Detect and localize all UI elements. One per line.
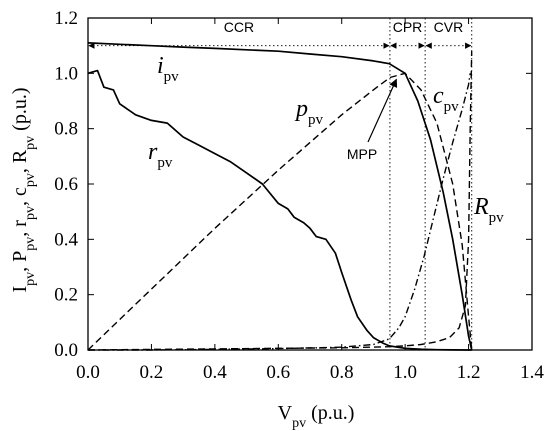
y-tick-label: 0.2 bbox=[54, 285, 78, 306]
curve-label-main: r bbox=[148, 139, 158, 165]
region-label-cpr: CPR bbox=[393, 19, 423, 35]
series-line-r-upper bbox=[87, 51, 473, 351]
y-axis-title-part: , P bbox=[9, 251, 31, 272]
curve-label-main: p bbox=[294, 96, 308, 122]
x-axis-title-unit: (p.u.) bbox=[306, 402, 354, 424]
region-label-ccr: CCR bbox=[224, 19, 254, 35]
y-axis-title-sub: pv bbox=[23, 272, 38, 286]
plot-frame bbox=[87, 17, 533, 351]
mpp-annotation-label: MPP bbox=[347, 146, 377, 162]
curve-label-sub: pv bbox=[489, 210, 505, 226]
x-axis-title-sub: pv bbox=[292, 416, 306, 431]
y-tick-label: 0.4 bbox=[54, 229, 78, 250]
x-tick-label: 1.2 bbox=[457, 362, 481, 383]
x-axis-title: Vpv (p.u.) bbox=[278, 402, 355, 431]
y-axis-title-part: , R bbox=[9, 149, 31, 173]
curve-label-c: cpv bbox=[433, 83, 459, 115]
y-axis-title-sub: pv bbox=[23, 237, 38, 251]
series-line-p bbox=[87, 72, 473, 351]
curve-label-sub: pv bbox=[157, 155, 173, 171]
y-axis-title-part: I bbox=[9, 286, 31, 293]
curve-label-i: ipv bbox=[157, 53, 179, 85]
y-axis-title-part: (p.u.) bbox=[9, 87, 31, 135]
y-axis-title-sub: pv bbox=[23, 136, 38, 150]
region-label-cvr: CVR bbox=[434, 19, 464, 35]
plot-area: 0.0 0.2 0.4 0.6 0.8 1.0 1.2 1.4 0.0 0.2 0.4 0.6 0.8 1… bbox=[9, 8, 544, 431]
x-tick-label: 0.2 bbox=[140, 362, 164, 383]
x-tick-label: 1.0 bbox=[393, 362, 417, 383]
y-axis-title-sub: pv bbox=[23, 173, 38, 187]
y-tick-label: 0.0 bbox=[54, 340, 78, 361]
y-tick-label: 1.2 bbox=[54, 8, 78, 29]
x-tick-label: 0.6 bbox=[266, 362, 290, 383]
x-tick-label: 0.8 bbox=[330, 362, 354, 383]
curve-label-p: ppv bbox=[294, 96, 324, 128]
y-axis-title: Ipv, Ppv, rpv, cpv, Rpv (p.u.) bbox=[9, 87, 38, 292]
curve-label-main: R bbox=[473, 194, 489, 220]
x-axis-title-main: V bbox=[278, 402, 293, 424]
mpp-arrow bbox=[367, 78, 398, 143]
x-tick-label: 1.4 bbox=[520, 362, 544, 383]
y-axis-title-part: , r bbox=[9, 220, 31, 237]
series-line-r bbox=[87, 69, 472, 351]
series-line-i bbox=[87, 42, 473, 351]
curve-label-sub: pv bbox=[444, 99, 460, 115]
y-tick-label: 1.0 bbox=[54, 63, 78, 84]
y-tick-label: 0.6 bbox=[54, 174, 78, 195]
curve-label-sub: pv bbox=[164, 69, 180, 85]
series-line-c bbox=[88, 73, 471, 351]
curve-label-r: rpv bbox=[148, 139, 173, 171]
y-tick-label: 0.8 bbox=[54, 119, 78, 140]
y-axis-title-part: , c bbox=[9, 187, 31, 206]
curve-label-sub: pv bbox=[308, 112, 324, 128]
x-tick-label: 0.4 bbox=[203, 362, 227, 383]
y-axis-title-sub: pv bbox=[23, 206, 38, 220]
curve-label-main: i bbox=[157, 53, 164, 79]
curve-label-r-upper: Rpv bbox=[473, 194, 504, 226]
x-tick-label: 0.0 bbox=[76, 362, 100, 383]
curve-label-main: c bbox=[433, 83, 444, 109]
